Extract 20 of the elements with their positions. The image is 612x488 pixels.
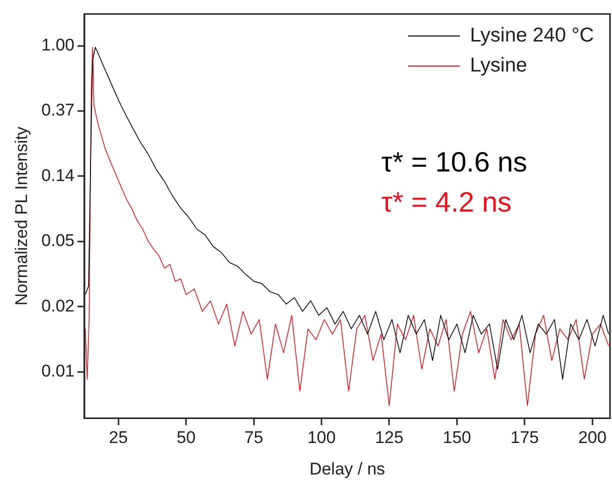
x-tick-label: 25 (108, 428, 128, 448)
y-tick-label: 1.00 (41, 36, 74, 55)
x-tick-label: 200 (578, 428, 607, 448)
legend-label: Lysine (470, 54, 528, 77)
annotation: τ* = 10.6 ns (381, 146, 528, 178)
legend-label: Lysine 240 °C (470, 24, 594, 47)
x-tick-label: 175 (510, 428, 539, 448)
annotation: τ* = 4.2 ns (381, 186, 512, 218)
x-tick-label: 75 (244, 428, 264, 448)
x-axis-title: Delay / ns (309, 459, 386, 478)
x-tick-label: 150 (442, 428, 472, 448)
y-tick-label: 0.01 (41, 362, 74, 381)
x-tick-label: 125 (375, 428, 404, 448)
y-tick-label: 0.37 (41, 100, 74, 120)
x-tick-label: 50 (176, 428, 196, 448)
y-tick-label: 0.05 (41, 231, 74, 250)
y-tick-label: 0.14 (41, 166, 74, 185)
x-tick-label: 100 (307, 428, 336, 448)
y-axis-title: Normalized PL Intensity (12, 126, 31, 306)
y-tick-label: 0.02 (41, 296, 74, 316)
